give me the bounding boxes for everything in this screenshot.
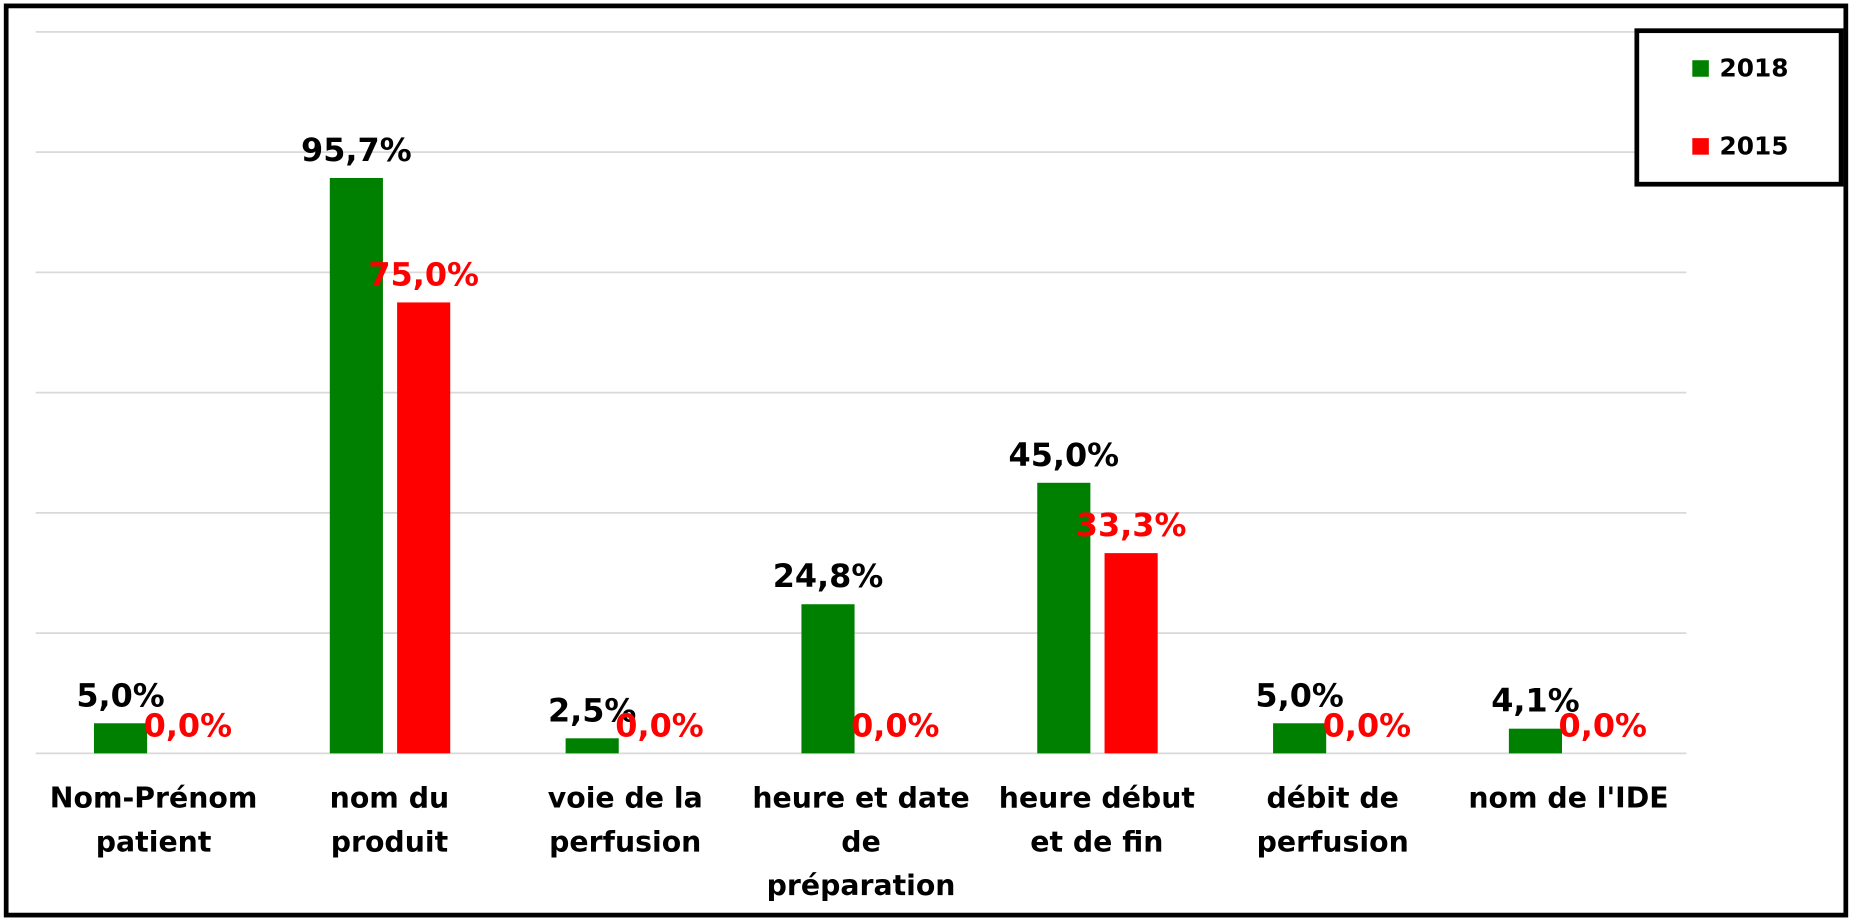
data-label: 0,0%	[144, 706, 232, 744]
bar	[397, 302, 451, 754]
x-tick-label: nom de l'IDE	[1468, 781, 1669, 815]
data-label: 4,1%	[1491, 682, 1579, 720]
data-label: 5,0%	[76, 676, 164, 714]
bar	[93, 723, 148, 754]
bar	[329, 177, 383, 754]
x-tick-label-box: Nom-Prénom patient	[49, 781, 258, 859]
data-label: 0,0%	[1559, 706, 1647, 744]
chart-frame	[3, 3, 1849, 918]
data-label: 33,3%	[1076, 506, 1187, 544]
legend-swatch	[1692, 60, 1709, 77]
legend-label: 2015	[1719, 132, 1788, 161]
grid	[35, 30, 1687, 755]
bars: 5,0%0,0%95,7%75,0%2,5%0,0%24,8%0,0%45,0%…	[76, 131, 1647, 754]
data-label: 0,0%	[851, 706, 939, 744]
data-label: 0,0%	[615, 706, 703, 744]
x-tick-label: heure et date de préparation	[752, 781, 970, 903]
bar	[1104, 553, 1158, 754]
data-label: 0,0%	[1323, 706, 1411, 744]
x-tick-label: nom du produit	[329, 781, 450, 859]
x-tick-label-box: voie de la perfusion	[547, 781, 703, 859]
legend-box	[1634, 28, 1844, 187]
legend-swatch	[1692, 138, 1709, 155]
bar	[1508, 728, 1563, 754]
bar	[1273, 723, 1327, 754]
x-tick-label-box: débit de perfusion	[1256, 781, 1409, 859]
data-label: 45,0%	[1009, 436, 1120, 474]
x-tick-label-box: nom de l'IDE	[1468, 781, 1669, 815]
x-tick-label: débit de perfusion	[1256, 781, 1409, 859]
bar	[565, 738, 619, 754]
x-tick-label: Nom-Prénom patient	[49, 781, 258, 859]
x-tick-label: heure début et de fin	[998, 781, 1195, 859]
data-label: 2,5%	[548, 691, 636, 729]
data-label: 24,8%	[773, 557, 884, 595]
x-tick-label-box: nom du produit	[329, 781, 450, 859]
x-tick-label-box: heure et date de préparation	[752, 781, 970, 903]
data-label: 75,0%	[368, 255, 479, 293]
x-tick-label: voie de la perfusion	[547, 781, 703, 859]
data-label: 95,7%	[301, 131, 412, 169]
bar	[801, 604, 855, 754]
x-tick-label-box: heure début et de fin	[998, 781, 1195, 859]
data-label: 5,0%	[1255, 676, 1343, 714]
bar	[1037, 482, 1091, 754]
legend-label: 2018	[1719, 54, 1788, 83]
legend: 2018 2015	[1692, 54, 1788, 161]
